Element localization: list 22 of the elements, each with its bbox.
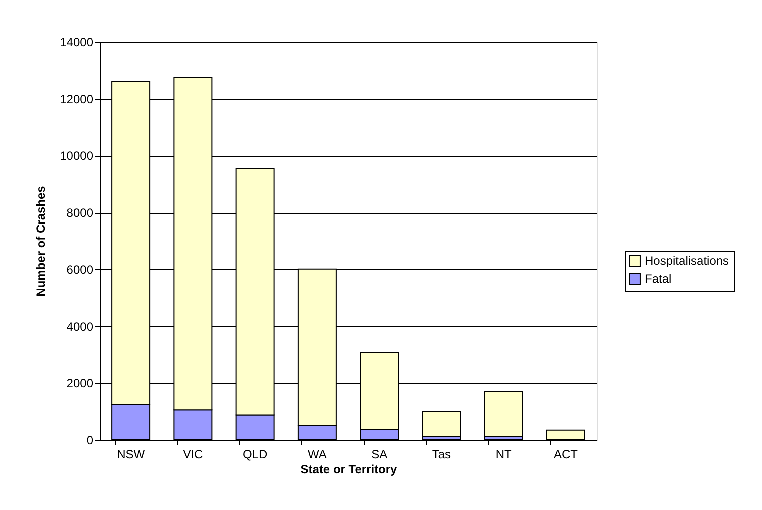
bar <box>484 391 524 438</box>
y-tick-label: 4000 <box>66 320 94 334</box>
x-tick-label: ACT <box>554 448 579 462</box>
x-tick-label: SA <box>372 448 388 462</box>
y-tick-label: 2000 <box>66 376 94 391</box>
y-tick-label: 12000 <box>60 92 94 106</box>
y-tick-label: 14000 <box>60 36 94 50</box>
x-tick-label: WA <box>308 448 327 462</box>
y-tick-label: 8000 <box>66 206 94 220</box>
legend-label: Hospitalisations <box>645 254 730 268</box>
y-tick-label: 10000 <box>60 149 94 164</box>
y-tick-label: 6000 <box>66 262 94 277</box>
x-tick-label: Tas <box>432 448 452 462</box>
x-tick-label: QLD <box>242 448 268 462</box>
bar <box>422 411 462 438</box>
x-axis-title: State or Territory <box>300 462 398 476</box>
x-tick-label: NT <box>496 448 512 462</box>
y-axis-title: Number of Crashes <box>34 186 48 297</box>
x-tick-label: VIC <box>183 448 204 462</box>
legend-label: Fatal <box>645 272 672 286</box>
x-tick-label: NSW <box>117 448 146 462</box>
y-tick-label: 0 <box>86 434 94 448</box>
